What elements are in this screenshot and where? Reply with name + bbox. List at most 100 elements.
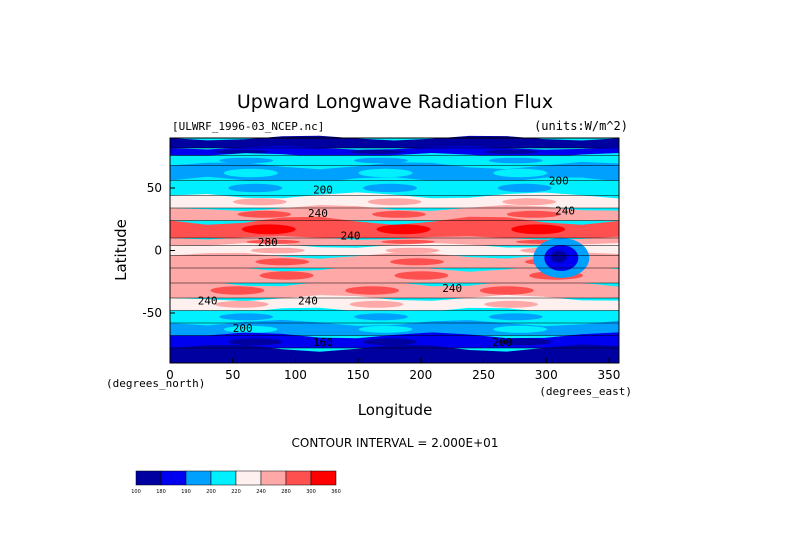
colorbar-swatch: [310, 470, 337, 486]
colorbar-label: 180: [156, 489, 166, 495]
flux-patch: [345, 286, 399, 295]
colorbar: 100 180 190 200 220 240 280 300 360: [131, 470, 341, 495]
colorbar-label: 190: [181, 489, 191, 495]
flux-patch: [484, 149, 539, 154]
contour-label: 240: [442, 282, 462, 295]
flux-patch: [259, 271, 314, 280]
flux-patch: [255, 258, 310, 266]
flux-patch: [376, 224, 431, 235]
flux-patch: [210, 286, 265, 295]
contour-label: 200: [492, 336, 512, 349]
x-axis-ticks: 0 50 100 150 200 250 300 350: [166, 358, 620, 382]
y-tick-label: 50: [147, 181, 162, 195]
flux-patch: [497, 338, 552, 346]
file-label: [ULWRF_1996-03_NCEP.nc]: [172, 120, 324, 133]
x-tick-label: 300: [535, 368, 558, 382]
colorbar-swatch: [235, 470, 262, 486]
contour-interval-note: CONTOUR INTERVAL = 2.000E+01: [292, 436, 499, 450]
flux-patch: [506, 210, 561, 218]
flux-patch: [390, 258, 444, 266]
flux-patch: [488, 313, 543, 321]
colorbar-swatch: [135, 470, 162, 486]
flux-patch: [228, 338, 283, 346]
flux-patch: [381, 239, 435, 244]
contour-label: 280: [258, 236, 278, 249]
flux-patch: [214, 149, 269, 154]
flux-patch: [345, 140, 399, 146]
flux-patch: [502, 351, 557, 360]
units-label: (units:W/m^2): [534, 119, 628, 133]
flux-patch: [223, 168, 278, 178]
colorbar-swatch: [185, 470, 212, 486]
flux-patch: [372, 210, 426, 218]
flux-patch: [237, 210, 292, 218]
flux-patch: [232, 351, 287, 360]
flux-patch: [349, 300, 404, 308]
chart-title: Upward Longwave Radiation Flux: [237, 91, 553, 113]
contour-label: 240: [298, 295, 318, 308]
x-tick-label: 150: [347, 368, 370, 382]
y-tick-label: 0: [154, 244, 162, 258]
x-tick-label: 200: [409, 368, 432, 382]
y-axis-label: Latitude: [112, 219, 130, 281]
flux-patch: [223, 325, 278, 333]
x-axis-label: Longitude: [358, 401, 433, 419]
colorbar-label: 240: [256, 489, 266, 495]
flux-patch: [228, 183, 283, 193]
contour-label: 240: [341, 230, 361, 243]
contour-label: 240: [555, 205, 575, 218]
contour-label: 200: [313, 183, 333, 196]
flux-patch: [219, 157, 274, 164]
flux-patch: [363, 338, 417, 346]
flux-patch: [488, 157, 543, 164]
flux-patch: [493, 325, 548, 333]
y-tick-label: -50: [142, 306, 162, 320]
flux-patch: [394, 271, 449, 280]
x-tick-label: 350: [598, 368, 621, 382]
colorbar-swatch: [260, 470, 287, 486]
colorbar-label: 200: [206, 489, 216, 495]
flux-patch: [219, 313, 274, 321]
flux-patch: [493, 168, 548, 178]
flux-patch: [358, 325, 413, 333]
flux-patch: [354, 157, 408, 164]
flux-patch: [511, 224, 566, 235]
flux-patch: [354, 313, 408, 321]
flux-patch: [232, 198, 287, 206]
flux-patch: [385, 247, 440, 254]
flux-patch: [502, 198, 557, 206]
x-unit-label: (degrees_east): [539, 385, 632, 398]
contour-label: 200: [233, 322, 253, 335]
x-tick-label: 100: [284, 368, 307, 382]
flux-patch: [250, 247, 305, 254]
flux-patch: [484, 300, 539, 308]
x-tick-label: 0: [166, 368, 174, 382]
contour-label: 240: [308, 207, 328, 220]
colorbar-label: 220: [231, 489, 241, 495]
colorbar-swatch: [285, 470, 312, 486]
colorbar-label: 100: [131, 489, 141, 495]
flux-patch: [358, 168, 413, 178]
flux-patch: [349, 149, 404, 154]
contour-label: 200: [549, 175, 569, 188]
flux-patch: [246, 239, 301, 244]
flux-patch: [479, 286, 534, 295]
contour-labels: 200 240 240 280 240 240 240 200 160 200 200 240: [198, 175, 575, 349]
colorbar-label: 300: [306, 489, 316, 495]
x-tick-label: 50: [225, 368, 240, 382]
flux-patch: [479, 140, 534, 146]
colorbar-label: 280: [281, 489, 291, 495]
flux-patch: [363, 183, 417, 193]
flux-patch: [367, 198, 422, 206]
y-axis-ticks: -50 0 50: [142, 181, 175, 320]
flux-patch: [550, 250, 567, 263]
colorbar-swatch: [210, 470, 237, 486]
plot-area: 200 240 240 280 240 240 240 200 160 200 200 240: [169, 135, 620, 364]
flux-patch: [210, 140, 265, 146]
flux-patch: [367, 351, 422, 360]
x-tick-label: 250: [472, 368, 495, 382]
colorbar-swatch: [160, 470, 187, 486]
colorbar-label: 360: [331, 489, 341, 495]
flux-patch: [497, 183, 552, 193]
